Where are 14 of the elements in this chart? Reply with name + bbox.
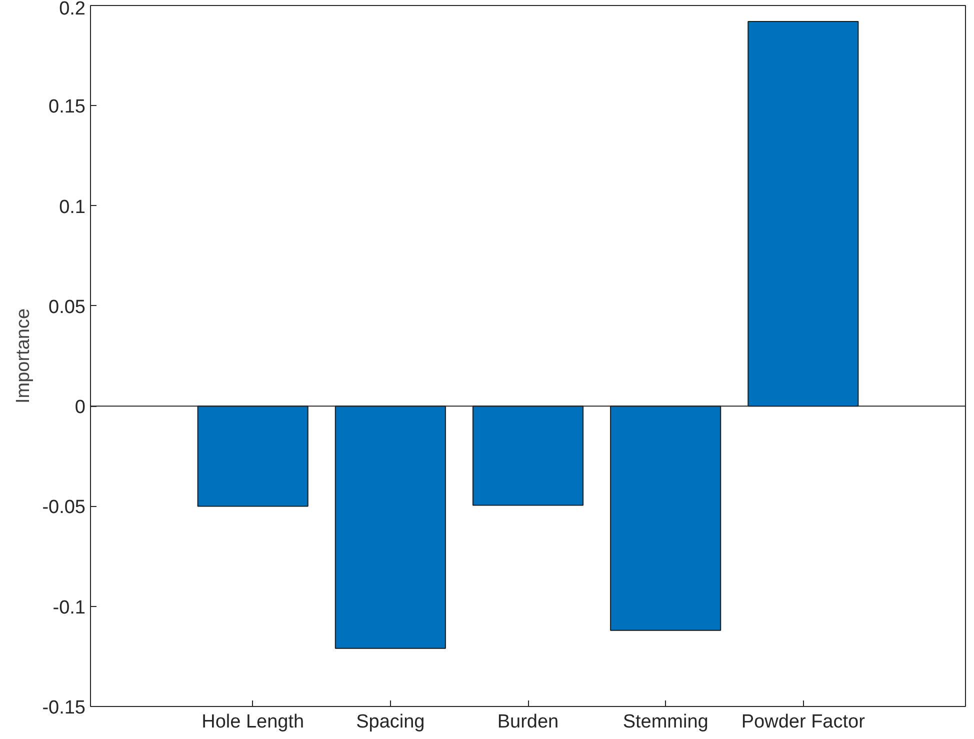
y-tick-label: 0.2 <box>59 0 86 20</box>
x-tick-label: Hole Length <box>202 712 304 732</box>
x-tick-label: Powder Factor <box>741 712 866 732</box>
y-tick-label: -0.1 <box>52 597 86 618</box>
x-tick-label: Spacing <box>356 712 425 732</box>
y-tick-label: -0.15 <box>42 698 86 718</box>
x-tick-label: Burden <box>497 712 559 732</box>
y-tick-label: 0 <box>74 397 86 418</box>
y-axis-title: Importance <box>13 308 34 404</box>
y-tick-label: 0.05 <box>48 296 86 318</box>
y-tick-label: 0.1 <box>59 196 86 218</box>
x-tick-label: Stemming <box>622 712 708 732</box>
y-tick-label: 0.15 <box>48 96 86 118</box>
y-tick-label: -0.05 <box>42 497 86 518</box>
